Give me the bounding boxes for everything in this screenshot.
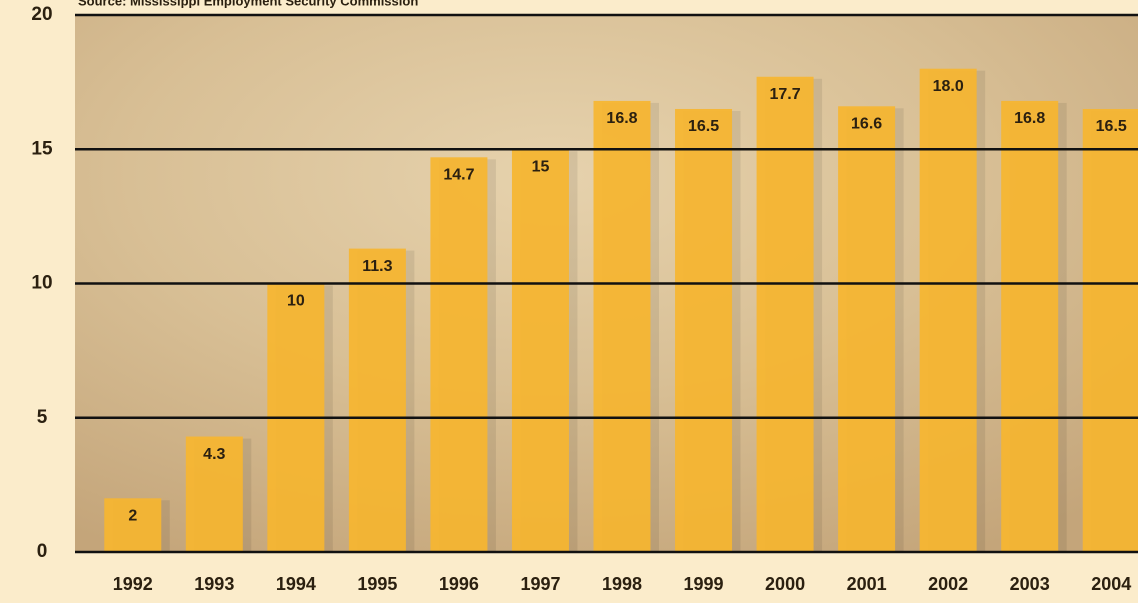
value-label: 10 [287, 293, 305, 310]
bar [593, 100, 651, 553]
y-tick-label: 20 [31, 4, 52, 25]
x-tick-label: 2001 [847, 574, 887, 594]
value-label: 16.8 [606, 110, 637, 127]
y-tick-label: 5 [37, 407, 48, 428]
x-tick-label: 2000 [765, 574, 805, 594]
value-label: 18.0 [933, 78, 964, 95]
x-tick-label: 2003 [1010, 574, 1050, 594]
value-label: 4.3 [203, 446, 225, 463]
x-tick-label: 1995 [357, 574, 397, 594]
x-tick-label: 1994 [276, 574, 316, 594]
x-tick-label: 1992 [113, 574, 153, 594]
bar [838, 106, 896, 552]
y-tick-label: 10 [31, 273, 52, 294]
x-tick-label: 1999 [684, 574, 724, 594]
y-tick-label: 15 [31, 138, 53, 159]
bar [348, 248, 406, 552]
value-label: 16.5 [1096, 118, 1127, 135]
bar [1082, 108, 1138, 552]
y-tick-label: 0 [37, 541, 48, 562]
value-label: 17.7 [770, 86, 801, 103]
bar [919, 68, 977, 552]
bar [430, 157, 488, 552]
x-tick-label: 1993 [194, 574, 234, 594]
x-tick-label: 2004 [1091, 574, 1131, 594]
value-label: 14.7 [443, 167, 474, 184]
value-label: 16.6 [851, 116, 882, 133]
bar [1001, 100, 1059, 553]
x-tick-label: 2002 [928, 574, 968, 594]
bar [675, 108, 733, 552]
source-note: Source: Mississippi Employment Security … [78, 0, 418, 8]
value-label: 2 [128, 508, 137, 525]
value-label: 16.5 [688, 118, 719, 135]
bar [756, 76, 814, 552]
x-tick-label: 1997 [520, 574, 560, 594]
bar [185, 436, 243, 552]
bar [511, 149, 569, 552]
value-label: 15 [532, 158, 550, 175]
value-label: 16.8 [1014, 110, 1045, 127]
bar [104, 498, 162, 552]
x-tick-label: 1998 [602, 574, 642, 594]
x-tick-label: 1996 [439, 574, 479, 594]
value-label: 11.3 [362, 258, 392, 275]
